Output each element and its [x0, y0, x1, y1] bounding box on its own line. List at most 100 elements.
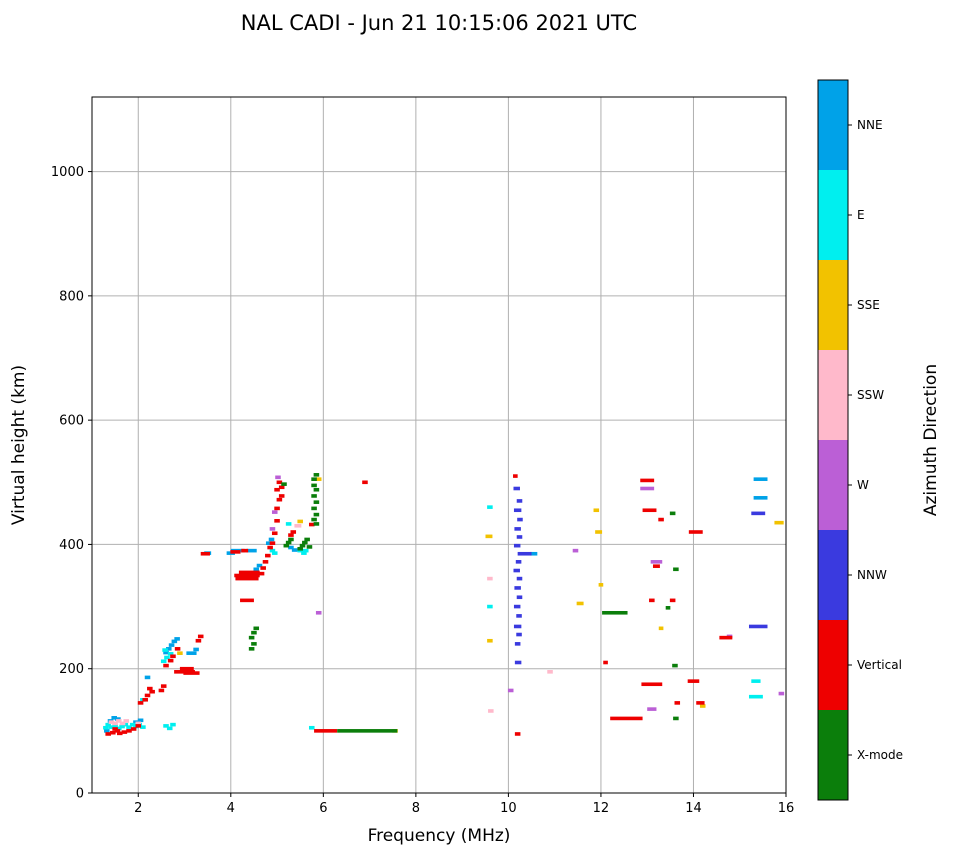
data-point	[105, 732, 111, 736]
data-point	[315, 610, 322, 615]
data-point	[123, 719, 130, 723]
data-point	[246, 548, 257, 553]
data-point	[162, 648, 168, 652]
y-tick-label: 600	[59, 414, 84, 429]
data-point	[301, 551, 307, 555]
data-point	[516, 614, 522, 618]
data-point	[160, 684, 167, 688]
colorbar-label: Azimuth Direction	[921, 364, 941, 516]
grid-layer	[92, 97, 787, 794]
data-point	[269, 548, 276, 553]
data-point	[313, 512, 320, 517]
data-point	[650, 560, 663, 564]
data-point	[248, 647, 255, 651]
data-point	[641, 682, 663, 687]
data-point	[112, 724, 118, 728]
data-point	[114, 729, 121, 733]
data-point	[516, 632, 522, 637]
data-point	[314, 729, 338, 733]
data-point	[516, 576, 523, 581]
data-point	[166, 647, 172, 651]
data-point	[572, 548, 579, 553]
colorbar-segment-ssw	[818, 350, 848, 441]
data-point	[513, 568, 520, 573]
data-point	[516, 595, 523, 600]
data-point	[271, 531, 278, 536]
data-point	[234, 573, 260, 578]
x-tick-label: 12	[593, 801, 610, 816]
data-point	[288, 545, 294, 550]
colorbar-segment-vertical	[818, 620, 848, 711]
data-point	[302, 540, 308, 545]
data-point	[112, 721, 118, 726]
data-point	[170, 654, 176, 659]
plot-border	[91, 96, 787, 794]
colorbar-segment-e	[818, 170, 848, 261]
data-point	[530, 551, 538, 556]
x-tick-label: 14	[685, 801, 702, 816]
colorbar-tick-label: SSE	[857, 298, 880, 312]
data-point	[748, 624, 768, 629]
data-point	[647, 707, 657, 711]
data-point	[275, 475, 281, 480]
data-point	[238, 570, 260, 575]
data-point	[278, 494, 285, 498]
colorbar-tick-label: NNW	[857, 568, 887, 582]
y-tick-label: 1000	[51, 165, 84, 180]
data-point	[121, 730, 128, 734]
data-point	[262, 560, 269, 564]
data-point	[652, 564, 660, 568]
data-point	[311, 477, 317, 481]
data-point	[688, 530, 703, 534]
data-point	[179, 666, 194, 671]
data-point	[514, 586, 521, 590]
data-point	[252, 571, 265, 576]
data-point	[290, 530, 297, 534]
data-point	[513, 508, 522, 513]
colorbar-segment-x-mode	[818, 710, 848, 801]
x-tick-label: 8	[412, 801, 420, 816]
x-tick-label: 10	[500, 801, 517, 816]
data-point	[751, 679, 761, 683]
data-point	[311, 494, 317, 498]
data-point	[158, 688, 165, 693]
data-point	[163, 724, 169, 728]
data-point	[515, 560, 522, 564]
data-point	[269, 541, 276, 545]
data-point	[658, 626, 664, 631]
data-point	[487, 576, 493, 581]
data-point	[299, 543, 306, 548]
data-point	[167, 658, 174, 663]
data-point	[276, 497, 283, 502]
data-point	[485, 534, 493, 539]
data-point	[149, 689, 155, 694]
data-point	[140, 725, 146, 729]
data-point	[251, 630, 257, 635]
data-point	[137, 718, 144, 723]
data-point	[302, 548, 309, 553]
data-point	[516, 535, 523, 539]
data-point	[673, 716, 679, 721]
data-point	[103, 725, 109, 730]
data-point	[514, 660, 522, 665]
data-point	[126, 725, 132, 729]
data-point	[105, 722, 111, 727]
data-point	[658, 517, 664, 522]
data-point	[256, 563, 263, 568]
data-point	[308, 522, 315, 527]
data-point	[281, 482, 287, 486]
colorbar-tick-label: Vertical	[857, 658, 902, 672]
data-point	[119, 724, 125, 729]
data-point	[104, 729, 110, 733]
data-point	[108, 720, 115, 724]
data-point	[719, 635, 733, 640]
data-point	[513, 474, 518, 478]
data-point	[235, 576, 259, 581]
data-point	[129, 722, 136, 727]
data-point	[514, 732, 521, 736]
data-point	[119, 721, 126, 726]
data-point	[271, 551, 278, 555]
data-point	[288, 533, 294, 537]
data-point	[308, 725, 315, 730]
data-point	[602, 610, 628, 615]
